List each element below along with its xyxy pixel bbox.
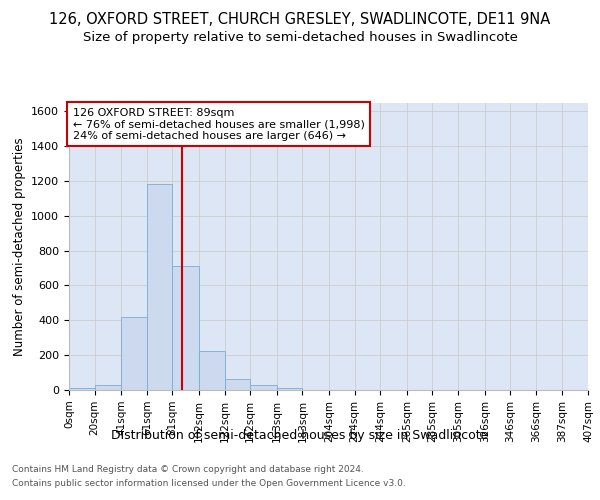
Bar <box>147 184 172 390</box>
Text: Distribution of semi-detached houses by size in Swadlincote: Distribution of semi-detached houses by … <box>112 428 488 442</box>
Text: Size of property relative to semi-detached houses in Swadlincote: Size of property relative to semi-detach… <box>83 31 517 44</box>
Bar <box>172 266 199 390</box>
Bar <box>250 385 277 390</box>
Bar <box>277 388 302 390</box>
Text: Contains HM Land Registry data © Crown copyright and database right 2024.: Contains HM Land Registry data © Crown c… <box>12 466 364 474</box>
Bar <box>69 388 95 390</box>
Y-axis label: Number of semi-detached properties: Number of semi-detached properties <box>13 137 26 356</box>
Bar <box>224 378 250 390</box>
Text: Contains public sector information licensed under the Open Government Licence v3: Contains public sector information licen… <box>12 480 406 488</box>
Text: 126, OXFORD STREET, CHURCH GRESLEY, SWADLINCOTE, DE11 9NA: 126, OXFORD STREET, CHURCH GRESLEY, SWAD… <box>49 12 551 28</box>
Bar <box>121 317 147 390</box>
Bar <box>199 351 224 390</box>
Bar <box>95 385 121 390</box>
Text: 126 OXFORD STREET: 89sqm
← 76% of semi-detached houses are smaller (1,998)
24% o: 126 OXFORD STREET: 89sqm ← 76% of semi-d… <box>73 108 365 141</box>
